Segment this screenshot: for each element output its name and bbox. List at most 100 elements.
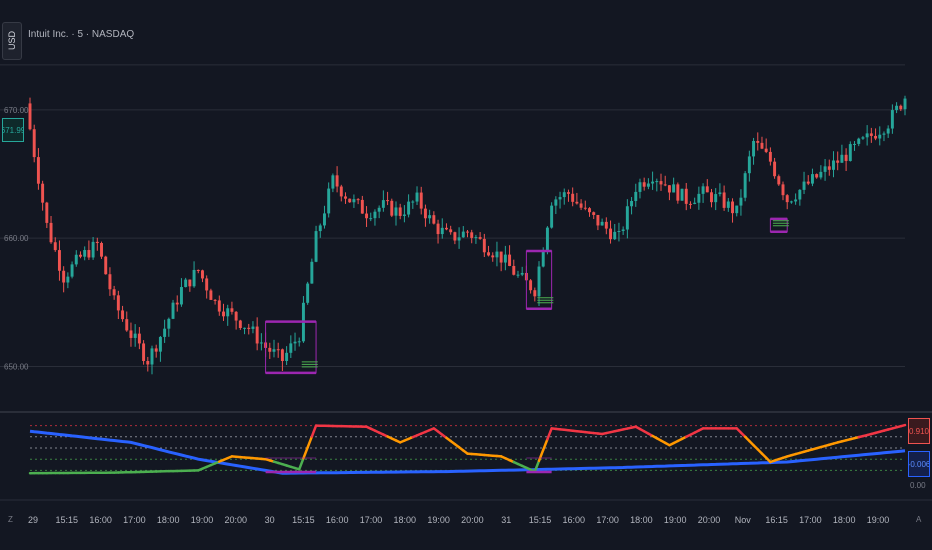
candle-body [886,128,890,134]
candle-body [411,201,415,203]
candle-body [651,181,655,184]
candle-body [722,192,726,208]
oscillator-fast-segment [546,427,553,441]
candle-body [175,302,179,305]
oscillator-fast-segment [533,459,541,473]
candle-body [217,300,221,312]
candle-body [163,328,167,337]
candle-body [739,197,743,206]
candle-body [184,279,188,288]
candle-body [836,160,840,163]
candle-body [79,254,82,257]
candle-body [470,232,474,238]
candle-body [554,199,558,206]
candle-body [36,157,40,184]
candle-body [179,287,183,305]
candle-body [28,103,32,130]
time-tick-label: 19:00 [191,515,214,525]
candle-body [688,203,692,205]
candle-body [192,269,196,287]
candle-body [133,333,137,338]
timezone-icon[interactable]: Z [8,515,13,524]
time-tick-label: 29 [28,515,38,525]
candle-body [756,140,760,143]
candle-body [810,174,814,184]
candle-body [646,183,650,187]
time-tick-label: 17:00 [360,515,383,525]
candle-body [95,241,99,243]
candle-body [882,133,886,135]
candle-body [575,201,579,204]
candle-body [108,274,112,290]
candle-body [62,270,66,283]
candle-body [533,290,537,297]
candle-body [571,193,575,202]
time-tick-label: 30 [265,515,275,525]
candle-body [659,181,663,185]
candle-body [331,175,335,189]
oscillator-fast-segment [302,446,309,460]
candle-body [457,237,461,241]
candle-body [899,105,903,110]
auto-scale-icon[interactable]: A [916,515,922,524]
time-axis[interactable]: 29 15:15 16:00 17:00 18:00 19:00 20:00 30 15:15 1… [28,515,889,525]
candle-body [142,343,146,361]
candle-body [247,327,251,329]
price-tick-label: 650.00 [4,363,29,372]
candle-body [66,276,70,283]
candle-body [251,326,255,329]
candle-body [407,201,411,215]
oscillator-lower-value: -0.006 [908,451,930,477]
candle-body [373,211,377,219]
candle-body [201,270,204,279]
price-tick-label: 670.00 [4,106,29,115]
candle-body [230,308,234,312]
candle-body [125,319,129,331]
oscillator-fast-segment [297,457,305,471]
candle-body [318,225,322,232]
candle-body [268,347,272,352]
candle-body [789,201,793,203]
currency-badge[interactable]: USD [2,22,22,60]
candle-body [604,221,608,229]
time-tick-label: 18:00 [630,515,653,525]
candle-body [785,195,789,203]
symbol-title[interactable]: Intuit Inc. · 5 · NASDAQ [28,29,135,40]
candle-body [768,151,772,162]
candle-body [890,110,894,129]
candle-body [171,302,175,319]
oscillator-upper-value: 0.910 [908,418,930,444]
candle-body [874,135,878,139]
candle-body [579,203,583,208]
candle-body [861,137,865,139]
candle-body [621,229,625,231]
candle-body [840,154,844,163]
candle-body [726,201,730,208]
time-tick-label: Nov [735,515,752,525]
candle-body [752,140,756,157]
candle-body [869,133,873,136]
candle-body [819,171,823,178]
candle-body [453,232,457,241]
candle-body [832,160,835,170]
candle-body [449,229,453,233]
time-tick-label: 19:00 [867,515,890,525]
candle-body [377,207,381,212]
candle-body [415,192,419,202]
candle-body [440,227,444,235]
candle-body [322,213,326,226]
time-tick-label: 15:15 [529,515,552,525]
currency-label: USD [7,31,17,51]
candle-body [562,192,566,198]
candle-body [537,266,541,297]
oscillator-fast-segment [541,437,549,452]
candle-body [280,349,284,362]
time-tick-label: 31 [501,515,511,525]
candle-body [827,166,831,170]
candle-body [495,251,499,258]
candle-body [188,279,192,287]
oscillator-pane: 0.00 [28,423,926,490]
price-axis[interactable]: 670.00 660.00 650.00 [4,106,29,372]
candle-body [697,193,701,203]
